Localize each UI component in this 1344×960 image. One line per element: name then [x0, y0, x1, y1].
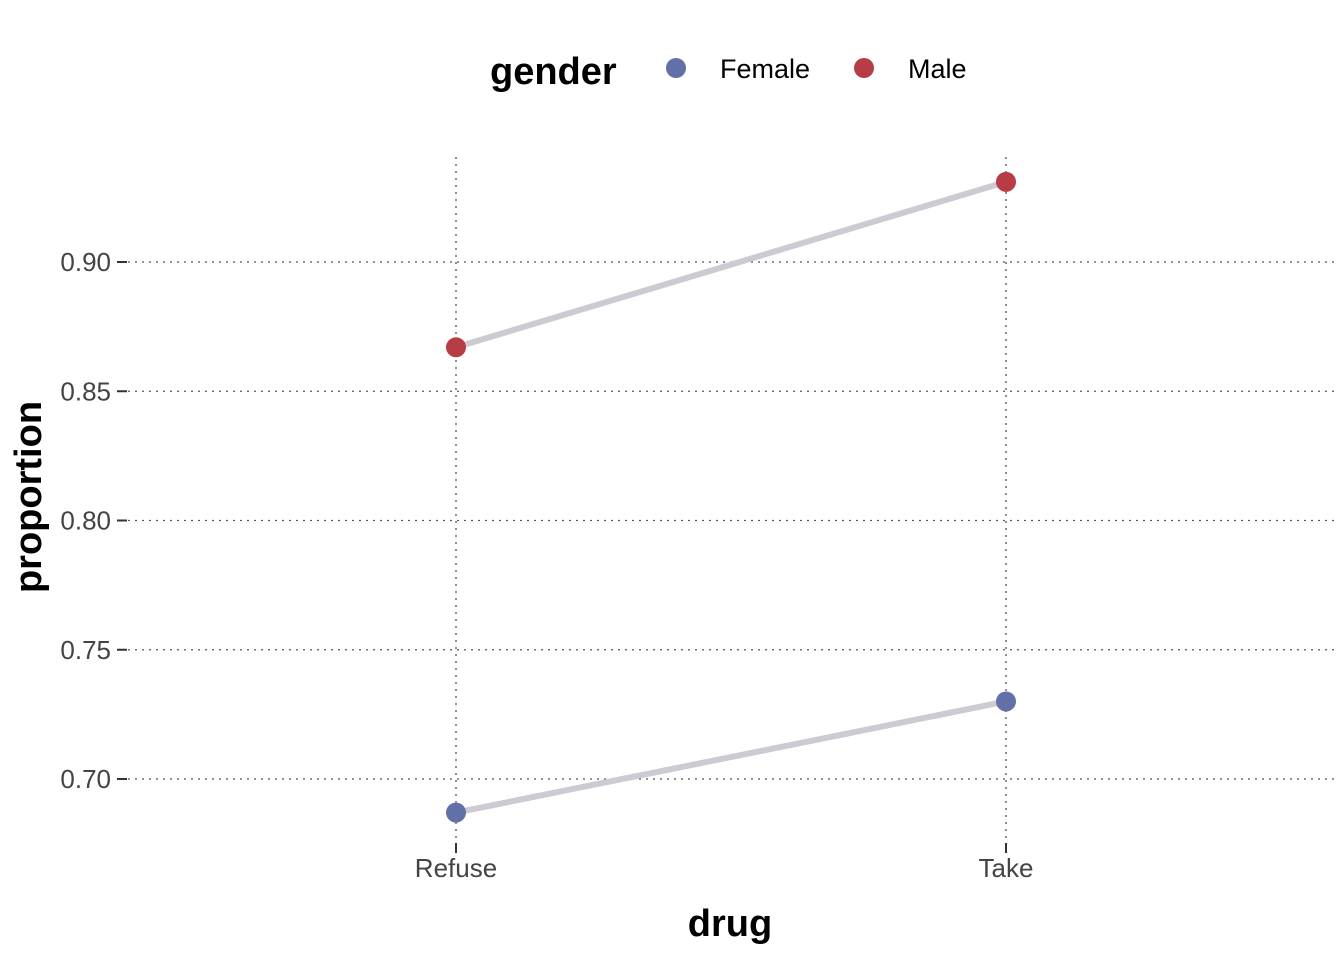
axis-ticks [117, 261, 1007, 853]
legend-label-male: Male [908, 54, 967, 84]
legend-key-female [666, 58, 686, 78]
series-line-male [453, 178, 1009, 351]
x-tick-label: Take [979, 853, 1034, 883]
x-axis-title: drug [688, 903, 772, 945]
y-tick-label: 0.75 [60, 635, 111, 665]
legend-items: Female Male [666, 54, 967, 84]
y-tick-label: 0.70 [60, 764, 111, 794]
grid-lines [128, 157, 1336, 842]
series-points [446, 171, 1016, 823]
legend-label-female: Female [720, 54, 810, 84]
series-line-female [453, 698, 1009, 816]
data-point-male [446, 337, 466, 358]
legend: gender Female Male [490, 51, 967, 93]
data-point-female [446, 802, 466, 823]
legend-title: gender [490, 51, 617, 93]
series-lines [453, 178, 1009, 816]
x-tick-label: Refuse [415, 853, 497, 883]
y-tick-labels: 0.70 0.75 0.80 0.85 0.90 [60, 247, 111, 794]
y-axis-title: proportion [8, 401, 50, 593]
legend-key-male [854, 58, 874, 78]
data-point-male [996, 171, 1016, 192]
y-tick-label: 0.80 [60, 506, 111, 536]
data-point-female [996, 691, 1016, 712]
y-tick-label: 0.90 [60, 247, 111, 277]
y-tick-label: 0.85 [60, 376, 111, 406]
x-tick-labels: Refuse Take [415, 853, 1034, 883]
